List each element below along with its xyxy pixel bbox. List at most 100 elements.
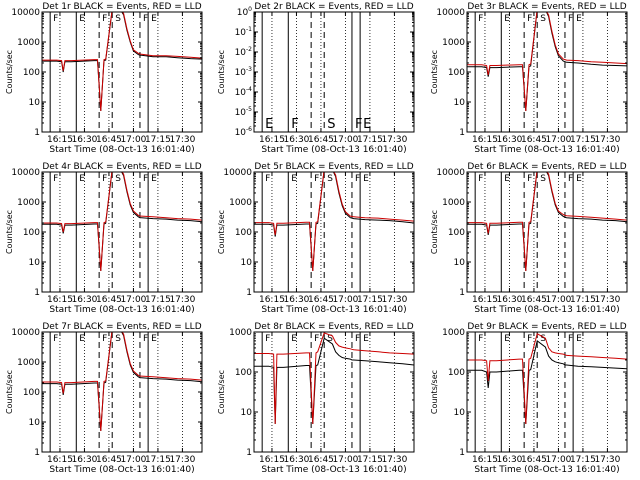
- y-tick-label: 10000: [436, 168, 465, 178]
- marker-label: F: [102, 174, 107, 184]
- marker-label: E: [576, 174, 582, 184]
- plot-frame: [466, 11, 628, 133]
- marker-label: F: [355, 174, 360, 184]
- y-tick-label: 10: [454, 408, 466, 418]
- marker-label: E: [79, 334, 85, 344]
- marker-label: S: [115, 174, 121, 184]
- x-tick-label: 17:00: [545, 295, 571, 305]
- marker-label: E: [363, 117, 371, 132]
- x-tick-label: 17:00: [120, 295, 146, 305]
- series-line-lld: [254, 172, 414, 272]
- series-line-lld: [42, 172, 202, 272]
- series-line-events: [254, 172, 414, 272]
- x-tick-label: 16:45: [96, 295, 122, 305]
- x-tick-label: 16:30: [283, 135, 309, 145]
- x-tick-label: 17:15: [570, 455, 596, 465]
- panel-title: Det 7r BLACK = Events, RED = LLD: [42, 322, 201, 332]
- y-tick-label: 1: [34, 128, 40, 138]
- marker-label: F: [291, 117, 298, 132]
- x-tick-label: 17:15: [145, 295, 171, 305]
- x-tick-label: 16:45: [308, 295, 334, 305]
- plot-frame: [466, 331, 628, 453]
- x-tick-label: 17:00: [120, 135, 146, 145]
- x-tick-label: 16:15: [259, 455, 285, 465]
- x-tick-label: 17:00: [332, 295, 358, 305]
- y-tick-label: 100: [23, 228, 40, 238]
- marker-label: F: [527, 14, 532, 24]
- marker-label: S: [115, 14, 121, 24]
- series-line-lld: [467, 172, 627, 272]
- marker-label: F: [568, 334, 573, 344]
- x-tick-label: 17:30: [169, 135, 195, 145]
- y-tick-label: 100: [235, 228, 252, 238]
- x-tick-label: 16:30: [71, 455, 97, 465]
- marker-label: E: [79, 14, 85, 24]
- x-tick-label: 17:30: [381, 295, 407, 305]
- y-axis-label: Counts/sec: [430, 370, 439, 414]
- marker-label: F: [478, 334, 483, 344]
- y-tick-label: 1000: [229, 198, 252, 208]
- x-tick-label: 17:00: [332, 455, 358, 465]
- marker-label: F: [568, 14, 573, 24]
- y-tick-label: 1000: [229, 328, 252, 338]
- y-axis-label: Counts/sec: [217, 210, 226, 254]
- series-line-events: [467, 172, 627, 272]
- x-tick-label: 17:15: [570, 135, 596, 145]
- y-tick-label: 1: [459, 448, 465, 458]
- y-tick-label: 10-3: [235, 66, 253, 78]
- y-tick-label: 1: [246, 288, 252, 298]
- y-axis-label: Counts/sec: [5, 50, 14, 94]
- marker-label: F: [102, 334, 107, 344]
- y-tick-label: 10000: [11, 328, 40, 338]
- y-tick-label: 10-6: [235, 126, 253, 138]
- marker-label: E: [504, 174, 510, 184]
- y-tick-label: 1: [459, 288, 465, 298]
- y-tick-label: 100: [448, 68, 465, 78]
- x-tick-label: 16:15: [472, 135, 498, 145]
- panel-title: Det 8r BLACK = Events, RED = LLD: [254, 322, 413, 332]
- marker-label: E: [151, 14, 157, 24]
- marker-label: E: [576, 14, 582, 24]
- marker-label: E: [363, 334, 369, 344]
- x-tick-label: 16:30: [283, 295, 309, 305]
- marker-label: S: [540, 174, 546, 184]
- x-axis-label: Start Time (08-Oct-13 16:01:40): [261, 145, 406, 155]
- marker-label: E: [363, 174, 369, 184]
- x-tick-label: 16:45: [96, 135, 122, 145]
- y-tick-label: 10: [241, 258, 253, 268]
- y-tick-label: 10: [29, 98, 41, 108]
- marker-label: F: [568, 174, 573, 184]
- marker-label: E: [576, 334, 582, 344]
- y-tick-label: 10000: [11, 8, 40, 18]
- x-tick-label: 16:15: [259, 135, 285, 145]
- y-tick-label: 100: [448, 228, 465, 238]
- marker-label: S: [327, 117, 335, 132]
- x-tick-label: 16:15: [472, 295, 498, 305]
- plot-frame: [253, 171, 415, 293]
- marker-label: F: [478, 174, 483, 184]
- y-tick-label: 10: [29, 258, 41, 268]
- marker-label: F: [265, 334, 270, 344]
- marker-label: F: [314, 334, 319, 344]
- x-tick-label: 16:45: [521, 295, 547, 305]
- marker-label: F: [265, 174, 270, 184]
- x-tick-label: 16:15: [472, 455, 498, 465]
- y-axis-label: Counts/sec: [430, 210, 439, 254]
- panel-title: Det 6r BLACK = Events, RED = LLD: [467, 162, 626, 172]
- series-line-events: [42, 332, 202, 432]
- marker-label: F: [527, 334, 532, 344]
- x-tick-label: 17:15: [145, 135, 171, 145]
- y-tick-label: 100: [23, 68, 40, 78]
- y-tick-label: 10: [29, 418, 41, 428]
- marker-label: S: [327, 334, 333, 344]
- panel-title: Det 1r BLACK = Events, RED = LLD: [42, 2, 201, 12]
- y-axis-label: Counts/sec: [5, 370, 14, 414]
- series-line-lld: [254, 332, 414, 425]
- marker-label: F: [355, 117, 362, 132]
- x-tick-label: 16:15: [47, 455, 73, 465]
